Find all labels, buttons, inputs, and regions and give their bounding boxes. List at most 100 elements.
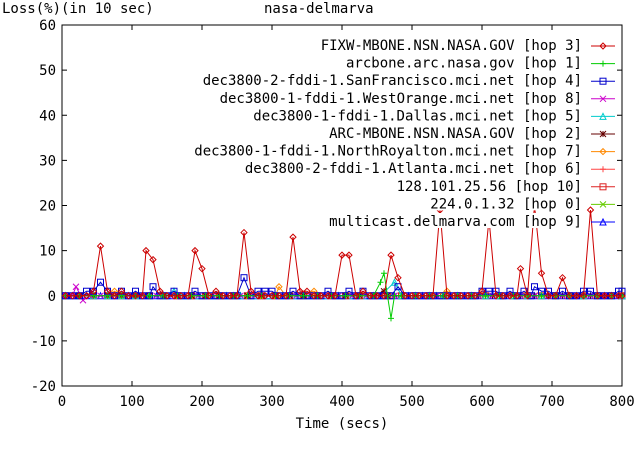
data-point: [513, 292, 521, 300]
data-point: [212, 287, 220, 295]
data-point: [579, 292, 588, 300]
data-point: [324, 292, 332, 300]
data-point: [198, 264, 206, 273]
x-tick-label: 400: [329, 394, 354, 410]
chart-subtitle: nasa-delmarva: [264, 1, 374, 17]
data-point: [296, 287, 304, 295]
data-point: [618, 292, 626, 300]
data-point: [103, 287, 112, 295]
data-point: [538, 292, 545, 299]
data-point: [520, 287, 528, 295]
data-point: [254, 292, 262, 300]
data-point: [268, 292, 276, 300]
x-tick-label: 300: [259, 394, 284, 410]
series: [62, 270, 625, 322]
data-point: [149, 283, 157, 291]
data-point: [551, 292, 560, 300]
x-tick-label: 600: [469, 394, 494, 410]
legend: FIXW-MBONE.NSN.NASA.GOV [hop 3] arcbone.a…: [192, 37, 615, 230]
data-point: [443, 292, 451, 300]
x-tick-label: 100: [119, 394, 144, 410]
legend-marker-sample: [599, 147, 607, 156]
data-point: [97, 278, 104, 286]
y-tick-label: 40: [39, 108, 56, 124]
data-point: [117, 287, 126, 295]
data-point: [282, 292, 290, 300]
y-tick-label: 50: [39, 63, 56, 79]
legend-entry-label: dec3800-1-fddi-1.WestOrange.mci.net [hop…: [220, 91, 582, 107]
legend-marker-sample: [599, 77, 607, 85]
data-point: [244, 292, 251, 299]
data-point: [83, 287, 90, 295]
data-point: [387, 251, 395, 259]
legend-entry-label: dec3800-1-fddi-1.Dallas.mci.net [hop 5]: [253, 108, 582, 124]
x-tick-label: 800: [609, 394, 634, 410]
legend-entry-background: [217, 89, 584, 105]
data-point: [261, 287, 269, 295]
data-point: [380, 287, 388, 295]
data-point: [342, 292, 349, 299]
legend-marker-sample: [600, 60, 606, 67]
legend-entry-label: dec3800-2-fddi-1.Atlanta.mci.net [hop 6]: [245, 161, 582, 177]
y-tick-label: -10: [31, 334, 56, 350]
data-point: [110, 292, 119, 300]
data-point: [254, 287, 262, 295]
y-tick-label: 30: [39, 153, 56, 169]
legend-entry-background: [318, 37, 584, 52]
y-tick-label: 60: [39, 18, 56, 34]
data-point: [82, 292, 91, 300]
data-point: [408, 292, 416, 300]
x-axis-title: Time (secs): [296, 416, 389, 432]
series-group: [61, 201, 626, 322]
data-point: [156, 287, 164, 295]
data-point: [506, 292, 514, 300]
data-point: [572, 292, 581, 300]
y-tick-label: 20: [39, 199, 56, 215]
data-point: [457, 292, 465, 300]
data-point: [492, 292, 500, 300]
legend-marker-sample: [599, 130, 607, 138]
legend-entry-background: [242, 160, 584, 176]
data-point: [558, 273, 567, 282]
data-point: [482, 292, 489, 299]
data-point: [261, 292, 269, 300]
data-point: [565, 292, 574, 300]
legend-marker-sample: [599, 217, 607, 226]
data-point: [289, 287, 297, 295]
data-point: [415, 292, 423, 300]
data-point: [478, 287, 486, 295]
data-point: [506, 287, 514, 295]
legend-entry-label: dec3800-2-fddi-1.SanFrancisco.mci.net [h…: [203, 73, 582, 89]
data-point: [163, 292, 171, 300]
data-point: [68, 292, 77, 300]
data-point: [593, 292, 602, 300]
legend-entry-label: multicast.delmarva.com [hop 9]: [329, 214, 582, 230]
data-point: [146, 292, 153, 299]
data-point: [345, 251, 353, 259]
legend-entry-label: 128.101.25.56 [hop 10]: [397, 179, 582, 195]
data-point: [240, 228, 248, 237]
data-point: [191, 246, 199, 255]
data-point: [170, 287, 178, 295]
x-tick-label: 200: [189, 394, 214, 410]
data-point: [422, 292, 430, 300]
legend-entry-background: [343, 54, 584, 70]
legend-entry-background: [251, 107, 584, 123]
data-point: [89, 287, 98, 295]
y-tick-label: 10: [39, 244, 56, 260]
legend-entry-label: FIXW-MBONE.NSN.NASA.GOV [hop 3]: [321, 38, 582, 54]
data-point: [205, 292, 213, 300]
y-tick-label: -20: [31, 379, 56, 395]
data-point: [381, 270, 387, 277]
x-tick-label: 500: [399, 394, 424, 410]
data-point: [607, 292, 616, 300]
data-point: [170, 292, 178, 300]
legend-entry-background: [327, 213, 584, 228]
legend-marker-sample: [599, 112, 607, 120]
data-point: [559, 287, 566, 295]
legend-marker-sample: [599, 201, 607, 208]
data-point: [485, 287, 493, 295]
legend-entry-background: [327, 125, 584, 140]
